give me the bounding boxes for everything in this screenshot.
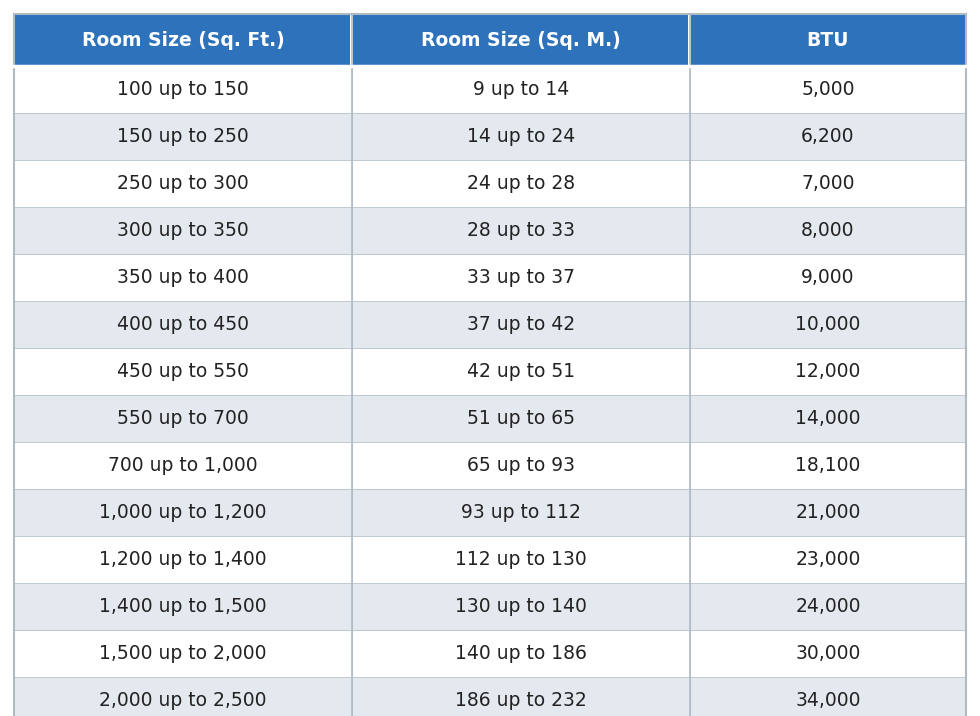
Bar bbox=[690, 160, 966, 207]
Text: 2,000 up to 2,500: 2,000 up to 2,500 bbox=[99, 691, 267, 710]
Bar bbox=[14, 254, 352, 301]
Bar bbox=[14, 66, 352, 113]
Text: 42 up to 51: 42 up to 51 bbox=[466, 362, 575, 381]
Text: 21,000: 21,000 bbox=[796, 503, 860, 522]
Text: 700 up to 1,000: 700 up to 1,000 bbox=[108, 456, 258, 475]
Bar bbox=[14, 677, 352, 716]
Text: 12,000: 12,000 bbox=[796, 362, 860, 381]
Bar bbox=[690, 489, 966, 536]
Bar bbox=[690, 254, 966, 301]
Bar bbox=[352, 348, 690, 395]
Text: 550 up to 700: 550 up to 700 bbox=[117, 409, 249, 428]
Bar bbox=[14, 395, 352, 442]
Text: 6,200: 6,200 bbox=[802, 127, 855, 146]
Text: 93 up to 112: 93 up to 112 bbox=[461, 503, 581, 522]
Text: 5,000: 5,000 bbox=[802, 80, 855, 99]
Text: 30,000: 30,000 bbox=[796, 644, 860, 663]
Bar bbox=[352, 113, 690, 160]
Text: 10,000: 10,000 bbox=[796, 315, 860, 334]
Text: 28 up to 33: 28 up to 33 bbox=[466, 221, 575, 240]
Bar bbox=[14, 536, 352, 583]
Text: 1,500 up to 2,000: 1,500 up to 2,000 bbox=[99, 644, 267, 663]
Bar bbox=[690, 395, 966, 442]
Bar bbox=[14, 489, 352, 536]
Bar bbox=[14, 301, 352, 348]
Bar bbox=[352, 301, 690, 348]
Text: 18,100: 18,100 bbox=[796, 456, 860, 475]
Bar bbox=[352, 160, 690, 207]
Text: 33 up to 37: 33 up to 37 bbox=[466, 268, 575, 287]
Bar bbox=[14, 160, 352, 207]
Text: 1,200 up to 1,400: 1,200 up to 1,400 bbox=[99, 550, 267, 569]
Text: 34,000: 34,000 bbox=[795, 691, 860, 710]
Bar bbox=[690, 677, 966, 716]
Bar bbox=[14, 630, 352, 677]
Bar bbox=[690, 113, 966, 160]
Bar bbox=[352, 489, 690, 536]
Text: 1,400 up to 1,500: 1,400 up to 1,500 bbox=[99, 597, 267, 616]
Text: 150 up to 250: 150 up to 250 bbox=[117, 127, 249, 146]
Bar bbox=[690, 630, 966, 677]
Bar bbox=[14, 14, 352, 66]
Text: 24,000: 24,000 bbox=[795, 597, 860, 616]
Bar bbox=[352, 66, 690, 113]
Text: 14 up to 24: 14 up to 24 bbox=[466, 127, 575, 146]
Text: Room Size (Sq. M.): Room Size (Sq. M.) bbox=[421, 31, 620, 49]
Bar bbox=[351, 14, 354, 66]
Bar bbox=[352, 395, 690, 442]
Bar bbox=[14, 348, 352, 395]
Text: 37 up to 42: 37 up to 42 bbox=[466, 315, 575, 334]
Text: 9 up to 14: 9 up to 14 bbox=[472, 80, 569, 99]
Bar bbox=[352, 207, 690, 254]
Text: 51 up to 65: 51 up to 65 bbox=[466, 409, 575, 428]
Text: 450 up to 550: 450 up to 550 bbox=[117, 362, 249, 381]
Bar bbox=[14, 442, 352, 489]
Bar bbox=[14, 583, 352, 630]
Text: 23,000: 23,000 bbox=[796, 550, 860, 569]
Text: 350 up to 400: 350 up to 400 bbox=[117, 268, 249, 287]
Text: 1,000 up to 1,200: 1,000 up to 1,200 bbox=[99, 503, 267, 522]
Bar bbox=[14, 207, 352, 254]
Text: 7,000: 7,000 bbox=[802, 174, 855, 193]
Bar bbox=[690, 536, 966, 583]
Bar bbox=[14, 113, 352, 160]
Bar bbox=[352, 14, 690, 66]
Text: 140 up to 186: 140 up to 186 bbox=[455, 644, 587, 663]
Text: 400 up to 450: 400 up to 450 bbox=[117, 315, 249, 334]
Bar bbox=[690, 301, 966, 348]
Bar bbox=[352, 630, 690, 677]
Text: 300 up to 350: 300 up to 350 bbox=[117, 221, 249, 240]
Text: BTU: BTU bbox=[807, 31, 850, 49]
Text: 14,000: 14,000 bbox=[795, 409, 860, 428]
Text: 9,000: 9,000 bbox=[802, 268, 855, 287]
Bar bbox=[352, 536, 690, 583]
Text: 112 up to 130: 112 up to 130 bbox=[455, 550, 587, 569]
Bar bbox=[690, 348, 966, 395]
Text: 250 up to 300: 250 up to 300 bbox=[117, 174, 249, 193]
Text: 100 up to 150: 100 up to 150 bbox=[117, 80, 249, 99]
Bar bbox=[352, 583, 690, 630]
Text: 24 up to 28: 24 up to 28 bbox=[466, 174, 575, 193]
Bar bbox=[690, 66, 966, 113]
Bar bbox=[690, 14, 966, 66]
Text: Room Size (Sq. Ft.): Room Size (Sq. Ft.) bbox=[81, 31, 284, 49]
Text: 130 up to 140: 130 up to 140 bbox=[455, 597, 587, 616]
Bar bbox=[690, 207, 966, 254]
Bar bbox=[690, 442, 966, 489]
Bar bbox=[688, 14, 692, 66]
Text: 8,000: 8,000 bbox=[802, 221, 855, 240]
Bar bbox=[690, 583, 966, 630]
Bar bbox=[352, 677, 690, 716]
Text: 65 up to 93: 65 up to 93 bbox=[466, 456, 575, 475]
Text: 186 up to 232: 186 up to 232 bbox=[455, 691, 587, 710]
Bar bbox=[352, 442, 690, 489]
Bar bbox=[352, 254, 690, 301]
